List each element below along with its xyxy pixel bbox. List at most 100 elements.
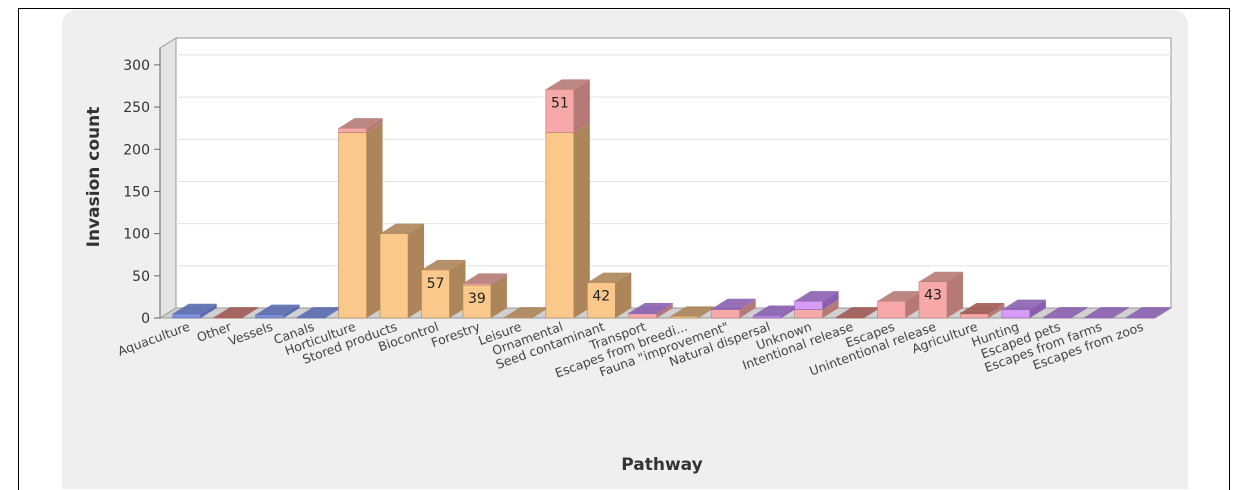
bar-front: [338, 127, 367, 133]
bar-front: [794, 309, 823, 319]
bar-segment: [462, 273, 507, 286]
bar-front: [1043, 316, 1072, 319]
bar-side: [200, 303, 217, 318]
bar-front: [960, 313, 989, 319]
bar-segment: [1043, 307, 1088, 319]
bar-front: [1084, 316, 1114, 319]
bar-top: [628, 302, 673, 313]
bar-segment: [711, 298, 756, 310]
bar-top: [1001, 299, 1046, 310]
bar-side: [781, 305, 798, 318]
bar-side: [1154, 307, 1171, 318]
bar-top: [338, 118, 383, 129]
y-tick-label: 250: [123, 100, 150, 116]
bar-segment: 51: [545, 79, 590, 133]
bar-front: [711, 309, 740, 319]
y-tick-label: 100: [123, 227, 150, 243]
bar-segment: [752, 305, 798, 319]
bar-segment: [213, 307, 259, 319]
bar-segment: [794, 291, 839, 310]
bar-top: [1043, 307, 1088, 318]
x-tick-label: Aquaculture: [116, 319, 192, 359]
bar-segment: [545, 122, 590, 319]
bar-front: [877, 300, 906, 319]
bar-top: [297, 307, 342, 318]
bar-segment: [669, 306, 715, 319]
bar-top: [918, 271, 963, 282]
bar-top: [836, 307, 881, 318]
bar-front: [711, 308, 740, 310]
bar-segment: [960, 302, 1005, 315]
bar-segment: [296, 307, 342, 319]
x-axis: Aquaculture OtherVesselsCanalsHorticultur…: [116, 318, 1146, 380]
y-tick-label: 200: [123, 142, 150, 158]
plot-left-wall: [159, 37, 177, 319]
bar-front: [462, 284, 492, 319]
bar-segment: [877, 291, 922, 319]
bar-top: [421, 259, 466, 270]
bar-front: [504, 316, 533, 319]
bar-side: [283, 304, 300, 318]
bar-side: [656, 302, 673, 314]
bar-front: [379, 233, 409, 319]
bar-top: [1126, 307, 1171, 318]
bar-side: [905, 291, 922, 318]
bar-side: [1071, 307, 1088, 318]
plot-back-wall: [175, 37, 1172, 309]
bar-top: [214, 307, 259, 318]
bar-side: [739, 299, 756, 318]
bar-front: [628, 312, 658, 315]
y-tick-label: 50: [132, 269, 150, 285]
bar-side: [822, 299, 839, 318]
bar-segment: [255, 304, 300, 319]
bars: 57 39 51 42 43: [172, 79, 1171, 319]
bar-top: [960, 302, 1005, 313]
bar-side: [408, 223, 425, 318]
bar-front: [587, 282, 616, 319]
bar-side: [242, 307, 259, 318]
bar-front: [1125, 316, 1155, 319]
bar-segment: [628, 302, 673, 315]
bar-side: [1029, 299, 1046, 318]
bar-front: [835, 316, 865, 319]
bar-top: [877, 291, 922, 302]
bar-side: [988, 302, 1005, 314]
bar-side: [698, 306, 715, 318]
bar-top: [380, 223, 425, 234]
bar-side: [366, 118, 383, 133]
bar-front: [172, 313, 202, 319]
bar-top: [504, 307, 549, 318]
y-tick-label: 300: [123, 58, 150, 74]
bar-front: [213, 316, 243, 319]
y-axis-title: Invasion count: [84, 107, 104, 248]
bar-segment: 39: [462, 275, 507, 319]
bar-side: [490, 273, 507, 286]
bar-segment: [1001, 299, 1046, 319]
bar-side: [1112, 307, 1129, 318]
bar-segment: [172, 303, 217, 319]
bar-data-label: 51: [551, 95, 569, 111]
bar-side: [573, 122, 590, 318]
bar-top: [172, 303, 217, 314]
bar-front: [794, 300, 823, 310]
bar-top: [255, 304, 300, 315]
bar-top: [794, 291, 839, 302]
bar-front: [296, 316, 326, 319]
bar-segment: [835, 307, 881, 319]
bar-front: [918, 281, 948, 319]
bar-front: [255, 314, 284, 319]
y-tick-label: 0: [141, 311, 150, 327]
bar-data-label: 42: [592, 289, 610, 305]
bar-top: [711, 298, 756, 309]
bar-front: [1001, 309, 1031, 319]
bar-side: [615, 272, 632, 318]
bar-front: [669, 316, 699, 319]
bar-side: [988, 303, 1005, 318]
plot-background: [158, 37, 1173, 319]
bar-side: [449, 259, 466, 318]
bar-side: [656, 303, 673, 318]
bar-data-label: 39: [468, 291, 486, 307]
bar-segment: [379, 223, 425, 319]
bar-side: [946, 271, 963, 318]
